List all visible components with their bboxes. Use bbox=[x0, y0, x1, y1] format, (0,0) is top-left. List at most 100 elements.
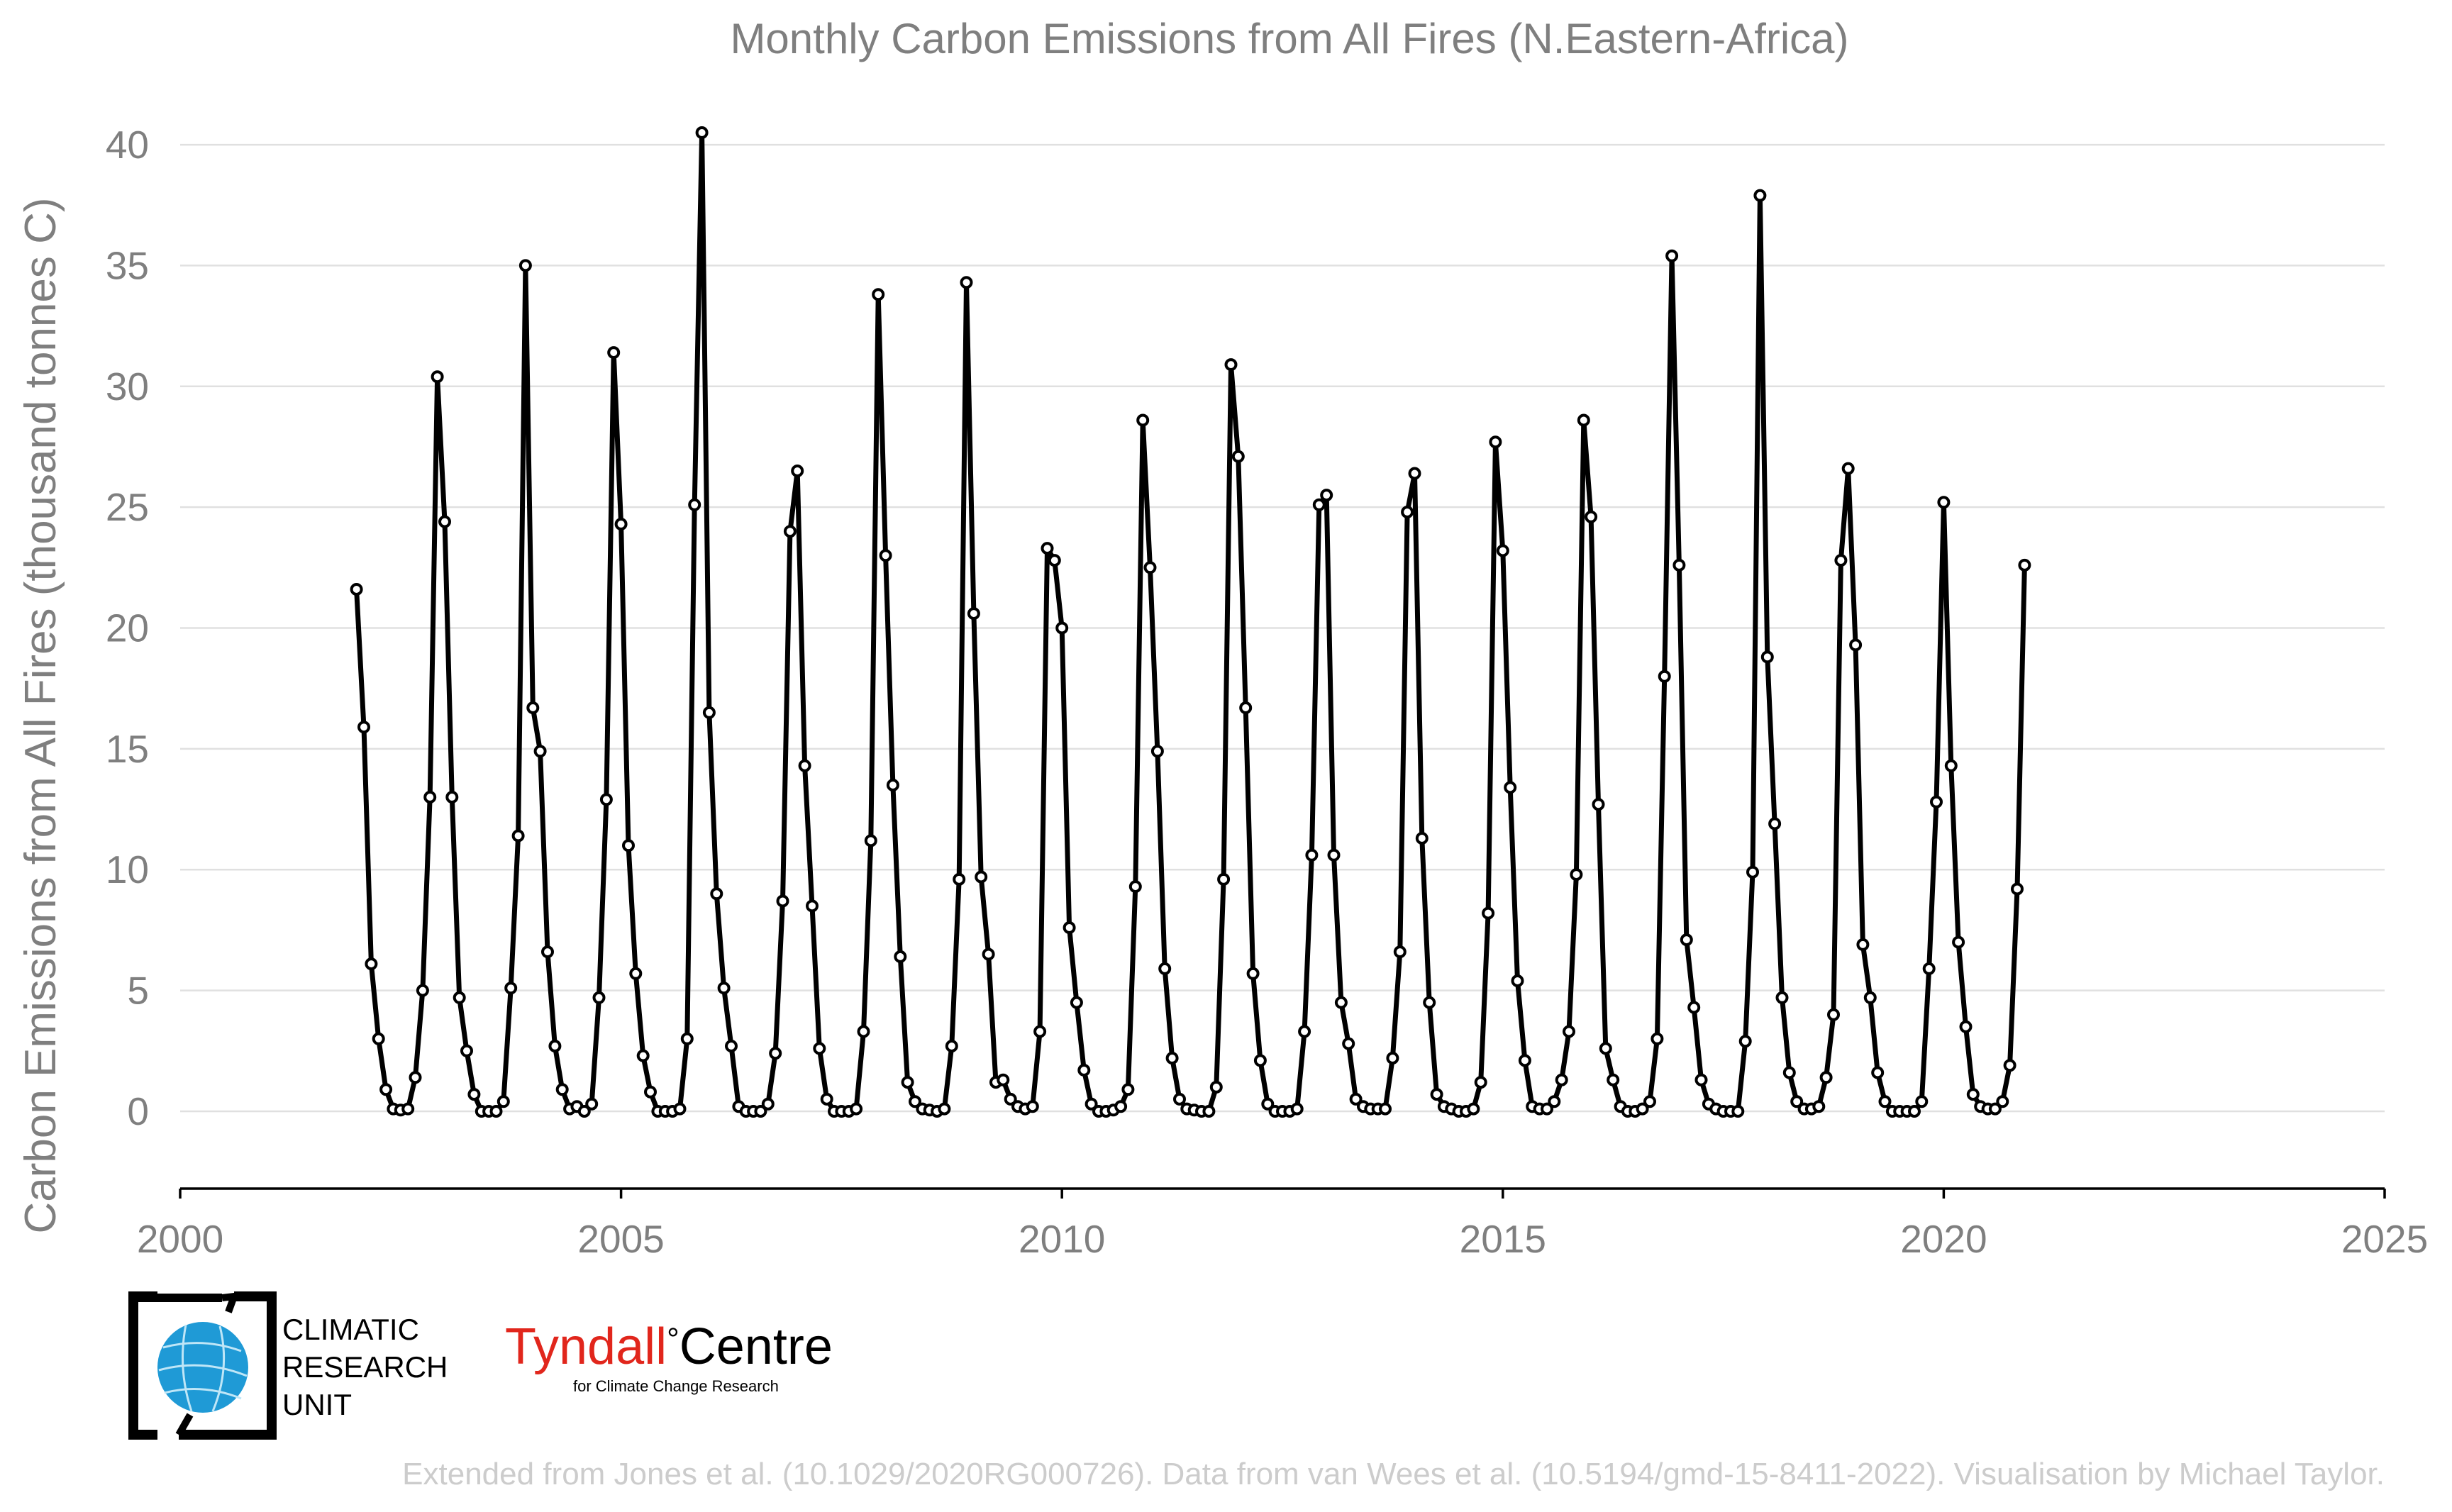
data-point bbox=[1585, 510, 1598, 523]
data-point bbox=[1687, 1001, 1701, 1014]
data-point bbox=[1775, 991, 1789, 1004]
data-point bbox=[1033, 1025, 1047, 1038]
data-point bbox=[1577, 413, 1590, 427]
data-point bbox=[445, 791, 459, 804]
data-point bbox=[1782, 1066, 1796, 1079]
data-point bbox=[1261, 1097, 1275, 1111]
tyndall-suffix: Centre bbox=[679, 1318, 833, 1375]
x-tick-label: 2025 bbox=[2341, 1217, 2428, 1261]
data-point bbox=[1746, 865, 1759, 879]
data-point bbox=[901, 1076, 914, 1089]
data-point bbox=[945, 1040, 958, 1052]
data-point bbox=[1504, 781, 1517, 794]
data-point bbox=[1841, 462, 1855, 475]
data-point bbox=[622, 839, 635, 852]
data-point bbox=[769, 1047, 782, 1060]
data-point bbox=[1871, 1066, 1885, 1079]
data-point bbox=[1136, 413, 1150, 427]
data-point bbox=[1143, 561, 1157, 574]
data-point bbox=[533, 745, 547, 758]
x-tick-label: 2000 bbox=[137, 1217, 223, 1261]
data-point bbox=[975, 870, 988, 884]
data-point bbox=[1819, 1071, 1833, 1084]
y-tick-label: 25 bbox=[106, 485, 149, 529]
data-point bbox=[1672, 558, 1686, 572]
data-point bbox=[1930, 795, 1943, 808]
data-point bbox=[997, 1073, 1010, 1086]
data-point bbox=[1996, 1095, 2009, 1108]
data-point bbox=[1084, 1097, 1098, 1111]
data-point bbox=[431, 370, 444, 384]
data-point bbox=[1937, 496, 1951, 509]
chart-title: Monthly Carbon Emissions from All Fires … bbox=[730, 15, 1848, 62]
data-point bbox=[791, 465, 804, 477]
data-point bbox=[1599, 1042, 1612, 1055]
tyndall-subtitle: for Climate Change Research bbox=[573, 1377, 779, 1395]
data-point bbox=[688, 498, 701, 511]
data-point bbox=[1070, 996, 1083, 1009]
data-point bbox=[1209, 1080, 1223, 1094]
data-point bbox=[1041, 542, 1054, 555]
data-point bbox=[1607, 1073, 1620, 1086]
data-point bbox=[673, 1102, 687, 1116]
data-point bbox=[960, 276, 973, 289]
data-point bbox=[548, 1040, 562, 1052]
data-point bbox=[599, 793, 613, 806]
data-point bbox=[350, 583, 363, 596]
cru-logo-line-2: RESEARCH bbox=[282, 1350, 448, 1384]
data-point bbox=[1482, 906, 1495, 920]
data-point bbox=[2018, 558, 2031, 572]
data-point bbox=[1496, 544, 1509, 557]
data-point bbox=[607, 346, 621, 360]
data-point bbox=[1966, 1088, 1980, 1101]
data-point bbox=[577, 1105, 591, 1118]
data-point bbox=[1856, 938, 1870, 951]
credit-line: Extended from Jones et al. (10.1029/2020… bbox=[402, 1457, 2385, 1491]
data-point bbox=[1768, 817, 1782, 830]
data-point bbox=[754, 1105, 767, 1118]
data-point bbox=[1489, 435, 1502, 449]
data-point bbox=[1474, 1076, 1487, 1089]
data-point bbox=[1386, 1052, 1399, 1064]
data-point bbox=[379, 1083, 393, 1096]
data-point bbox=[1430, 1088, 1443, 1101]
data-point bbox=[1320, 489, 1333, 502]
svg-text:Tyndall°Centre: Tyndall°Centre bbox=[505, 1318, 833, 1375]
data-point bbox=[1908, 1105, 1921, 1118]
data-point bbox=[541, 945, 554, 959]
data-point bbox=[680, 1032, 694, 1045]
data-point bbox=[555, 1083, 569, 1096]
data-point bbox=[1680, 933, 1693, 947]
data-point bbox=[1952, 935, 1965, 949]
data-point bbox=[1738, 1035, 1752, 1048]
y-tick-label: 20 bbox=[106, 606, 149, 650]
data-point bbox=[1246, 967, 1260, 980]
data-point bbox=[372, 1032, 385, 1045]
data-point bbox=[1393, 945, 1407, 959]
data-point bbox=[1379, 1102, 1392, 1116]
data-point bbox=[1555, 1073, 1568, 1086]
data-point bbox=[1467, 1102, 1480, 1116]
data-point bbox=[1048, 554, 1061, 567]
data-point bbox=[453, 991, 466, 1004]
data-point bbox=[872, 288, 885, 301]
data-point bbox=[2011, 882, 2024, 896]
data-point bbox=[1753, 189, 1767, 202]
data-point bbox=[496, 1095, 510, 1108]
data-point bbox=[2003, 1059, 2016, 1072]
data-point bbox=[1408, 467, 1421, 480]
data-point bbox=[526, 701, 540, 714]
data-point bbox=[967, 607, 980, 621]
data-point bbox=[1518, 1054, 1531, 1067]
data-point bbox=[1827, 1008, 1840, 1021]
data-point bbox=[1915, 1095, 1929, 1108]
data-point bbox=[894, 950, 907, 963]
x-axis-ticks: 2000 2005 2010 2015 2020 2025 bbox=[137, 1189, 2428, 1261]
data-point bbox=[489, 1105, 503, 1118]
data-point bbox=[1327, 848, 1341, 862]
data-point bbox=[1651, 1032, 1664, 1045]
data-point bbox=[1305, 848, 1319, 862]
data-point bbox=[504, 982, 518, 995]
data-point bbox=[460, 1044, 473, 1057]
